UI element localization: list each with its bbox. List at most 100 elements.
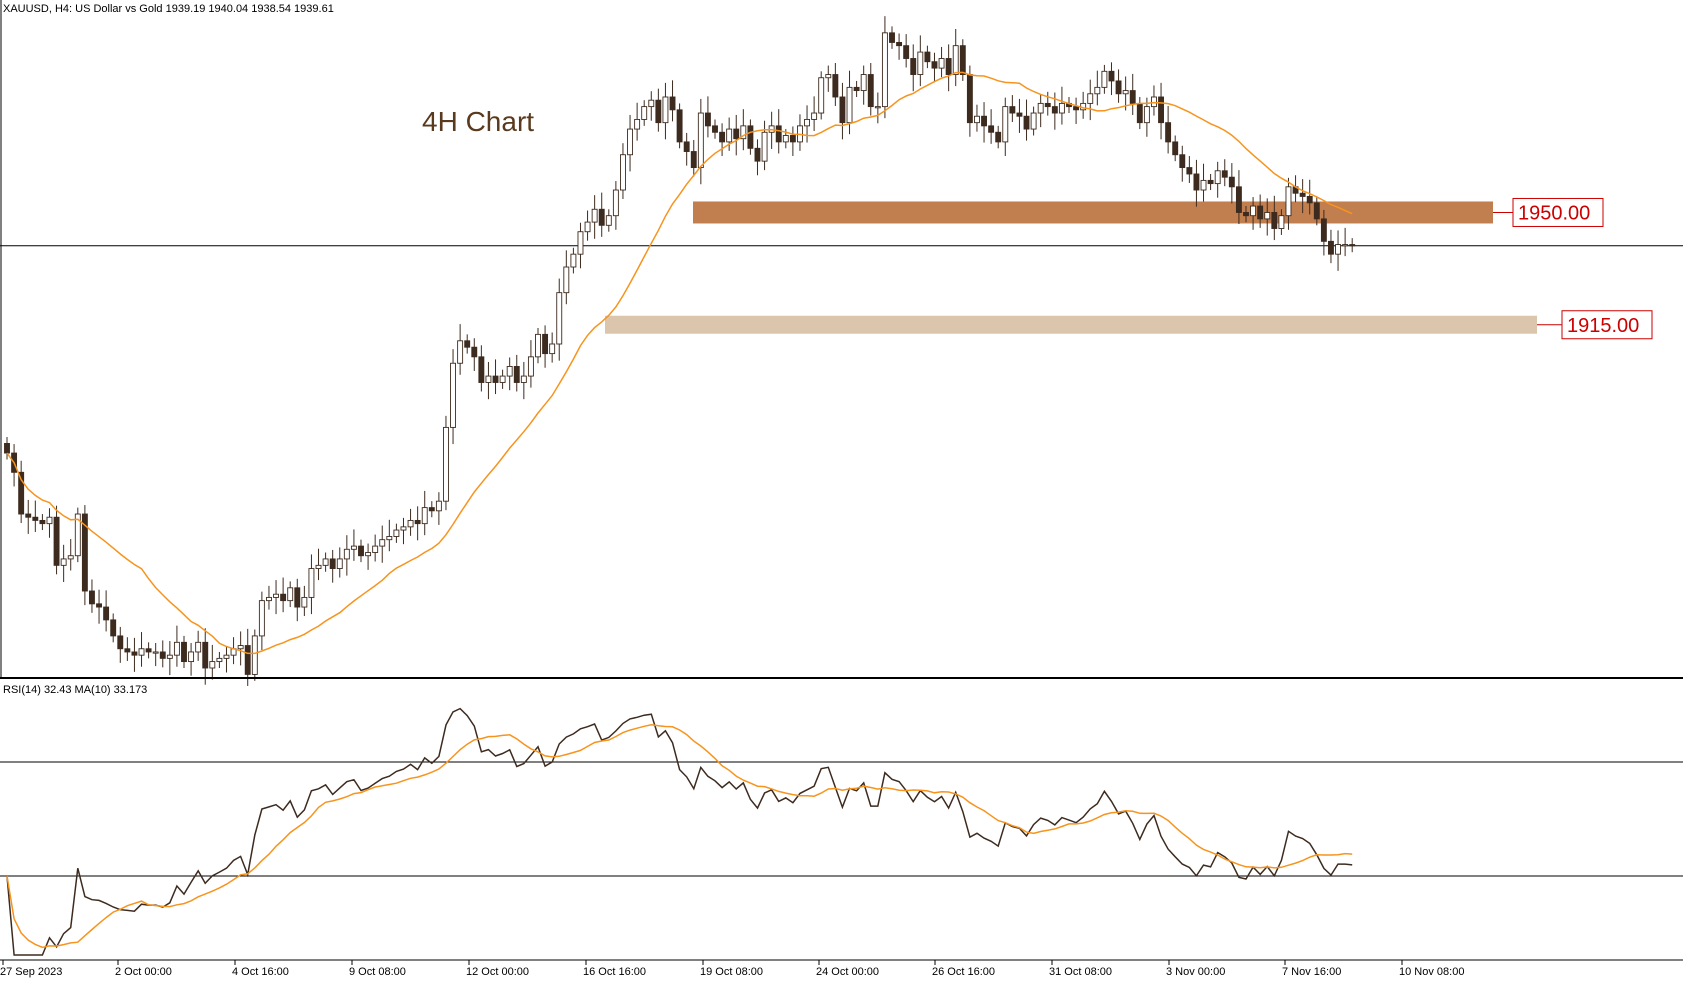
candle-bull (662, 96, 669, 124)
candle-bear (1235, 186, 1242, 213)
candle-bull (188, 651, 195, 663)
candle-bear (1257, 205, 1264, 220)
candle-bull (641, 106, 648, 120)
x-tick-label: 16 Oct 16:00 (583, 966, 646, 978)
candle-bull (173, 641, 180, 656)
candle-bull (1143, 106, 1150, 124)
candle-bull (336, 558, 343, 570)
candle-bull (1278, 215, 1285, 229)
x-tick-label: 3 Nov 00:00 (1166, 966, 1225, 978)
candle-bear (4, 442, 10, 454)
candle-bull (577, 231, 584, 255)
candle-bull (223, 654, 230, 659)
candle-bear (25, 513, 32, 518)
candle-bull (308, 568, 315, 598)
candle-bear (1073, 106, 1080, 111)
candle-bear (1023, 115, 1030, 130)
candle-bull (938, 58, 945, 69)
candle-bull (166, 654, 173, 659)
candle-bull (443, 426, 449, 502)
x-tick-label: 31 Oct 08:00 (1049, 966, 1112, 978)
candle-bear (683, 141, 690, 152)
x-tick-label: 27 Sep 2023 (0, 966, 62, 978)
candle-bull (556, 292, 563, 345)
candle-bear (1313, 202, 1320, 220)
candle-bull (591, 208, 598, 223)
candle-bull (846, 86, 853, 124)
candle-bear (542, 333, 549, 355)
candle-bull (527, 356, 534, 377)
candle-bear (181, 641, 187, 663)
price-panel[interactable]: 1950.00 1915.00 XAUUSD, H4: US Dollar vs … (0, 0, 1683, 686)
candle-bull (350, 545, 357, 550)
candle-bull (251, 635, 258, 675)
candle-bear (53, 516, 60, 566)
candle-bear (117, 635, 124, 650)
candle-bull (535, 333, 541, 358)
candle-bull (874, 106, 881, 109)
candle-bull (74, 513, 81, 557)
candle-bear (18, 471, 25, 515)
candle-bull (450, 362, 456, 428)
candle-bear (669, 96, 676, 111)
candle-bear (280, 593, 287, 602)
rsi-panel[interactable]: RSI(14) 32.43 MA(10) 33.173 (0, 684, 1683, 956)
candle-bull (520, 375, 527, 383)
candle-bull (1030, 112, 1037, 130)
candle-bull (1094, 86, 1101, 95)
candle-bear (1179, 154, 1186, 169)
candle-bear (96, 603, 102, 608)
x-tick-label: 26 Oct 16:00 (932, 966, 995, 978)
candle-bull (1250, 205, 1257, 217)
candle-bear (889, 32, 895, 43)
candle-bull (301, 596, 308, 608)
level-label-1950.00: 1950.00 (1518, 202, 1590, 224)
candle-bull (258, 600, 265, 637)
candle-bear (712, 125, 718, 133)
rsi-ma-line (6, 724, 1353, 949)
candle-bear (1186, 167, 1193, 175)
x-tick-label: 12 Oct 00:00 (466, 966, 529, 978)
candle-bull (435, 500, 442, 512)
candle-bear (704, 112, 711, 127)
candle-bear (910, 58, 917, 75)
candle-bear (789, 135, 796, 143)
candle-bull (393, 529, 400, 537)
candle-bull (152, 651, 159, 654)
candle-bull (287, 587, 294, 602)
x-tick-label: 9 Oct 08:00 (349, 966, 406, 978)
candle-bull (485, 375, 492, 383)
candle-bear (903, 45, 910, 59)
candle-bull (563, 266, 570, 294)
x-tick-label: 7 Nov 16:00 (1282, 966, 1341, 978)
candle-bear (1207, 179, 1214, 185)
candle-bear (945, 58, 952, 75)
candle-bear (145, 648, 152, 653)
candle-bull (1264, 212, 1271, 220)
candle-bull (1342, 244, 1349, 247)
candle-bull (67, 555, 74, 560)
candle-bull (570, 253, 577, 268)
candle-bear (39, 519, 46, 525)
candle-bear (1165, 122, 1172, 143)
candle-bear (32, 516, 39, 521)
candle-bear (1228, 176, 1235, 188)
candle-bear (103, 606, 110, 621)
candle-bear (1044, 102, 1051, 108)
candle-bull (952, 45, 959, 75)
x-tick-label: 10 Nov 08:00 (1399, 966, 1464, 978)
candle-bear (464, 340, 471, 348)
candle-bull (697, 112, 704, 169)
candle-bull (386, 536, 393, 541)
candle-bear (478, 356, 485, 383)
candle-bull (811, 112, 818, 120)
candle-bull (620, 154, 626, 191)
candle-bull (825, 74, 832, 79)
candle-bear (1221, 170, 1228, 178)
candle-bear (1328, 240, 1334, 255)
candle-bull (1037, 102, 1044, 114)
candle-bear (124, 648, 131, 653)
candle-bear (1016, 112, 1023, 117)
candle-bear (1051, 106, 1058, 114)
